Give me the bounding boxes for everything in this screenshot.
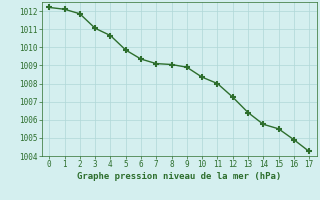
X-axis label: Graphe pression niveau de la mer (hPa): Graphe pression niveau de la mer (hPa) bbox=[77, 172, 281, 181]
